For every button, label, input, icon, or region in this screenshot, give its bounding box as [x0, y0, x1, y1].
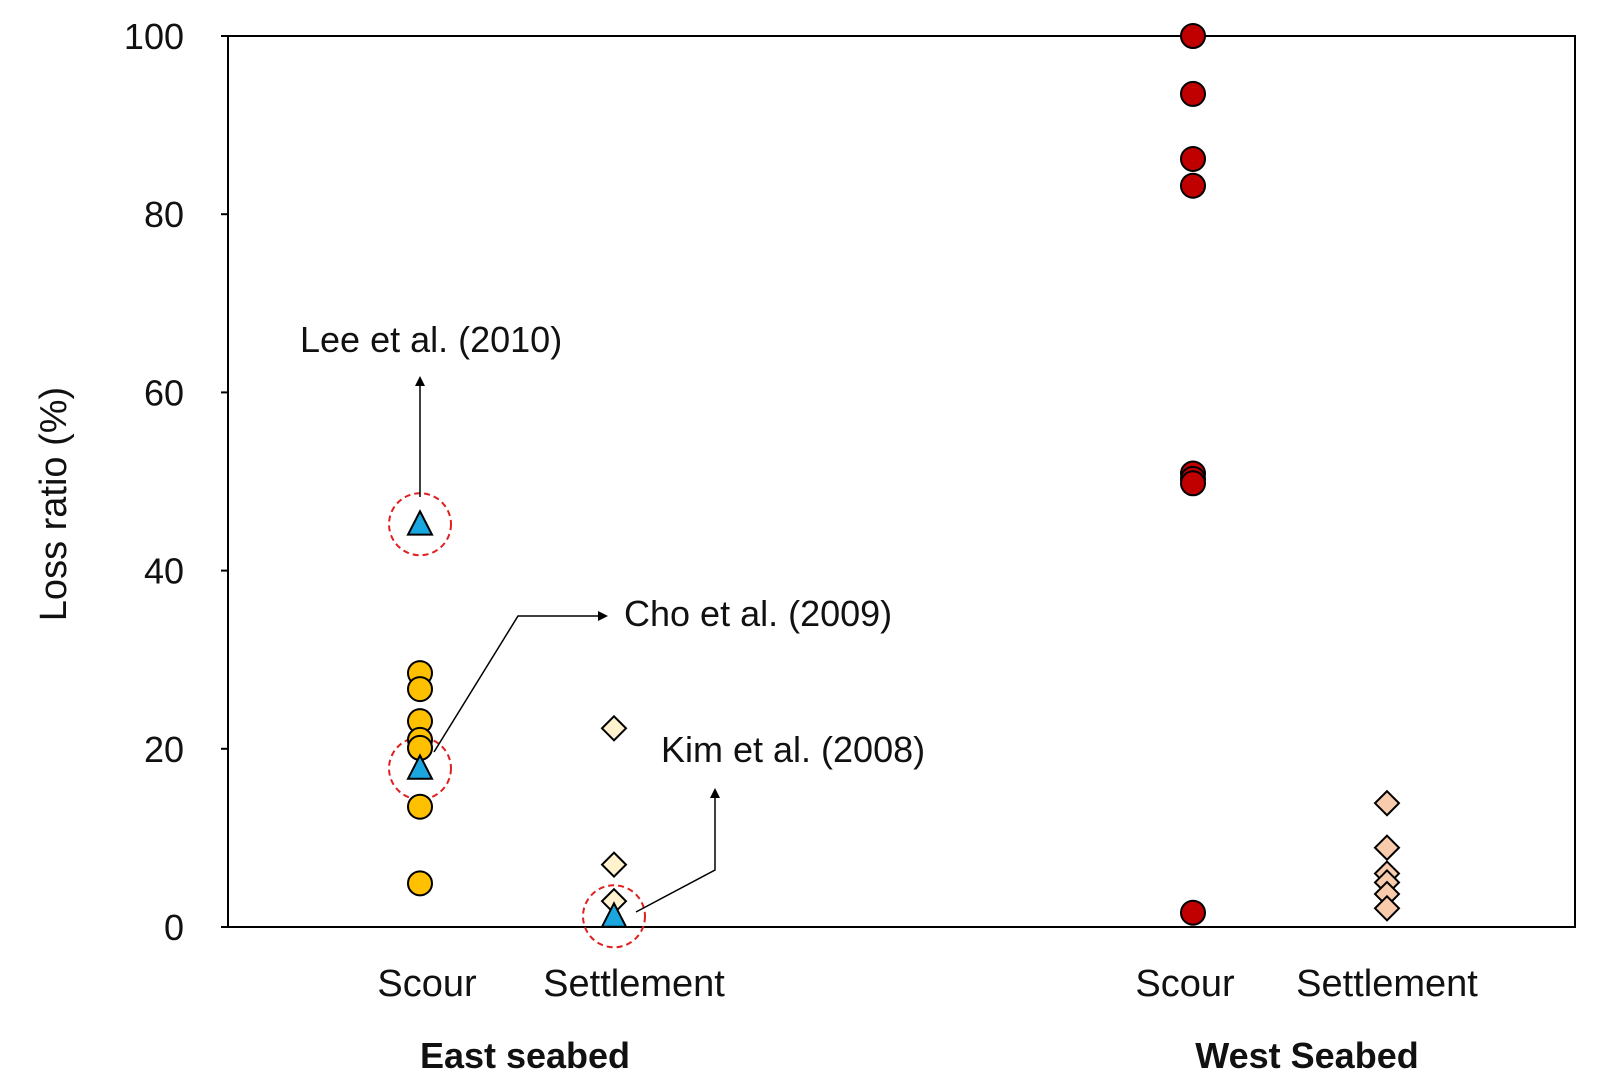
data-point-triangle — [406, 753, 434, 780]
data-point-diamond — [1373, 834, 1401, 862]
data-point-diamond — [1373, 894, 1401, 922]
data-point-diamond — [600, 714, 628, 742]
data-point-circle — [1180, 145, 1206, 172]
group-label: East seabed — [420, 1035, 630, 1076]
data-point-circle — [1180, 80, 1206, 107]
y-tick-label: 0 — [164, 907, 184, 948]
annotation-arrow — [433, 611, 608, 753]
y-tick-label: 60 — [144, 372, 184, 413]
y-tick-label: 40 — [144, 551, 184, 592]
y-axis: 0 20 40 60 80 100 — [124, 16, 228, 948]
y-tick-label: 20 — [144, 729, 184, 770]
category-labels: Scour Settlement Scour Settlement — [377, 963, 1478, 1005]
highlight-circle — [582, 884, 646, 949]
annotation-label: Cho et al. (2009) — [624, 593, 892, 634]
data-point-diamond — [1373, 789, 1401, 817]
data-point-circle — [407, 793, 433, 820]
data-point-circle — [1180, 172, 1206, 199]
annotation-arrow — [635, 788, 720, 913]
data-point-diamond — [600, 851, 628, 879]
data-points — [406, 23, 1401, 928]
category-label: Scour — [1135, 963, 1235, 1005]
y-axis-title: Loss ratio (%) — [33, 387, 75, 621]
group-labels: East seabed West Seabed — [420, 1035, 1419, 1076]
annotation-label: Kim et al. (2008) — [661, 729, 925, 770]
data-point-circle — [407, 870, 433, 897]
data-point-circle — [1180, 470, 1206, 497]
category-label: Settlement — [543, 963, 725, 1005]
data-point-circle — [1180, 899, 1206, 926]
plot-area — [227, 35, 1576, 928]
data-point-triangle — [600, 901, 628, 928]
annotation-label: Lee et al. (2010) — [300, 319, 562, 360]
data-point-circle — [407, 676, 433, 703]
data-point-circle — [1180, 23, 1206, 49]
category-label: Settlement — [1296, 963, 1478, 1005]
category-label: Scour — [377, 963, 477, 1005]
y-tick-label: 80 — [144, 194, 184, 235]
group-label: West Seabed — [1195, 1035, 1418, 1076]
y-tick-label: 100 — [124, 16, 184, 57]
data-point-triangle — [406, 509, 434, 536]
